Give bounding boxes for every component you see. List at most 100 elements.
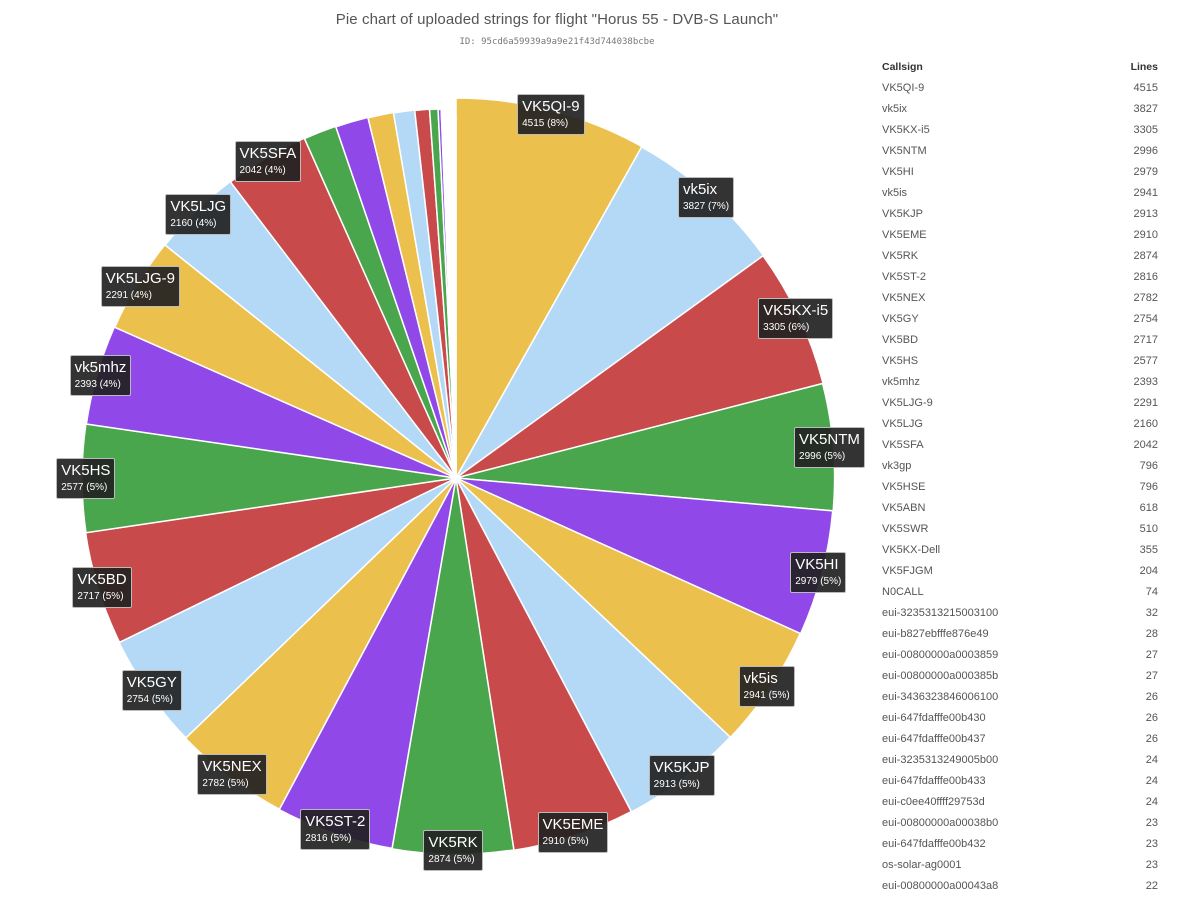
lines-cell: 355: [1139, 544, 1158, 556]
slice-label-name: vk5mhz: [74, 359, 127, 377]
callsign-cell: vk5is: [882, 187, 908, 199]
slice-label: vk5ix 3827 (7%): [677, 176, 735, 218]
callsign-cell: VK5KJP: [882, 208, 923, 220]
slice-label-value: 2160 (4%): [170, 217, 217, 229]
slice-label-name: VK5NEX: [202, 757, 262, 775]
table-body: VK5QI-9 4515 vk5ix 3827 VK5KX-i5 3305 VK5NTM 29…: [882, 78, 1158, 897]
lines-cell: 2979: [1133, 166, 1158, 178]
callsign-cell: VK5KX-Dell: [882, 544, 941, 556]
callsign-cell: VK5HSE: [882, 481, 926, 493]
lines-cell: 2291: [1133, 397, 1158, 409]
lines-cell: 3305: [1133, 124, 1158, 136]
slice-label-name: VK5QI-9: [522, 97, 580, 115]
table-header: Callsign Lines: [882, 56, 1158, 78]
callsign-cell: VK5LJG: [882, 418, 923, 430]
callsign-column-header[interactable]: Callsign: [882, 61, 923, 73]
table-row: os-solar-ag0001 23: [882, 855, 1158, 876]
lines-cell: 24: [1145, 796, 1158, 808]
callsign-table: Callsign Lines VK5QI-9 4515 vk5ix 3827 VK5KX…: [882, 56, 1158, 897]
callsign-cell: VK5GY: [882, 313, 919, 325]
slice-label-value: 4515 (8%): [522, 117, 569, 129]
table-row: eui-00800000a00038b0 23: [882, 813, 1158, 834]
lines-cell: 26: [1145, 691, 1158, 703]
lines-cell: 2816: [1133, 271, 1158, 283]
slice-label-value: 2979 (5%): [795, 576, 842, 588]
table-row: VK5HS 2577: [882, 351, 1158, 372]
callsign-cell: eui-647fdafffe00b433: [882, 775, 986, 787]
lines-column-header[interactable]: Lines: [1130, 61, 1158, 73]
table-row: VK5GY 2754: [882, 309, 1158, 330]
table-row: VK5KX-i5 3305: [882, 120, 1158, 141]
callsign-cell: VK5EME: [882, 229, 927, 241]
slice-label-value: 2577 (5%): [61, 481, 108, 493]
slice-label: VK5HI 2979 (5%): [790, 552, 847, 594]
table-row: VK5QI-9 4515: [882, 78, 1158, 99]
table-row: vk5ix 3827: [882, 99, 1158, 120]
callsign-cell: VK5ST-2: [882, 271, 927, 283]
table-row: VK5HSE 796: [882, 477, 1158, 498]
lines-cell: 74: [1145, 586, 1158, 598]
callsign-cell: VK5HS: [882, 355, 919, 367]
slice-label-value: 2910 (5%): [542, 835, 589, 847]
slice-label-value: 2042 (4%): [239, 164, 286, 176]
callsign-cell: eui-00800000a0003859: [882, 649, 999, 661]
lines-cell: 26: [1145, 733, 1158, 745]
slice-label: vk5is 2941 (5%): [738, 665, 795, 707]
slice-label-value: 2393 (4%): [74, 379, 121, 391]
slice-label: VK5QI-9 4515 (8%): [517, 93, 585, 135]
lines-cell: 510: [1139, 523, 1158, 535]
lines-cell: 32: [1145, 607, 1158, 619]
table-row: VK5LJG 2160: [882, 414, 1158, 435]
callsign-cell: VK5BD: [882, 334, 919, 346]
table-row: eui-3235313215003100 32: [882, 603, 1158, 624]
lines-cell: 23: [1145, 817, 1158, 829]
callsign-cell: N0CALL: [882, 586, 924, 598]
table-row: eui-647fdafffe00b433 24: [882, 771, 1158, 792]
lines-cell: 796: [1139, 481, 1158, 493]
lines-cell: 2941: [1133, 187, 1158, 199]
slice-label: VK5KJP 2913 (5%): [648, 755, 715, 797]
lines-cell: 2874: [1133, 250, 1158, 262]
slice-label-value: 3827 (7%): [682, 200, 730, 212]
callsign-cell: eui-b827ebfffe876e49: [882, 628, 989, 640]
slice-label: VK5RK 2874 (5%): [423, 830, 483, 872]
lines-cell: 23: [1145, 859, 1158, 871]
slice-label-value: 2291 (4%): [105, 289, 152, 301]
slice-label-name: vk5is: [743, 669, 778, 687]
callsign-cell: eui-647fdafffe00b432: [882, 838, 986, 850]
callsign-cell: eui-647fdafffe00b437: [882, 733, 986, 745]
lines-cell: 2913: [1133, 208, 1158, 220]
table-row: eui-00800000a00043a8 22: [882, 876, 1158, 897]
lines-cell: 27: [1145, 670, 1158, 682]
slice-label-name: VK5BD: [77, 571, 127, 589]
slice-label-value: 2941 (5%): [743, 689, 790, 701]
table-row: eui-b827ebfffe876e49 28: [882, 624, 1158, 645]
lines-cell: 24: [1145, 754, 1158, 766]
slice-label-value: 2717 (5%): [77, 591, 124, 603]
lines-cell: 2393: [1133, 376, 1158, 388]
lines-cell: 22: [1145, 880, 1158, 892]
lines-cell: 2996: [1133, 145, 1158, 157]
table-row: eui-647fdafffe00b430 26: [882, 708, 1158, 729]
slice-label-value: 2816 (5%): [305, 833, 352, 845]
pie-slice[interactable]: [454, 114, 457, 479]
lines-cell: 26: [1145, 712, 1158, 724]
callsign-cell: os-solar-ag0001: [882, 859, 962, 871]
callsign-cell: VK5LJG-9: [882, 397, 933, 409]
lines-cell: 3827: [1133, 103, 1158, 115]
slice-label: VK5EME 2910 (5%): [537, 811, 609, 853]
lines-cell: 2910: [1133, 229, 1158, 241]
slice-label-name: VK5ST-2: [305, 813, 366, 831]
lines-cell: 2754: [1133, 313, 1158, 325]
slice-label: VK5HS 2577 (5%): [56, 457, 116, 499]
lines-cell: 4515: [1133, 82, 1158, 94]
table-row: VK5FJGM 204: [882, 561, 1158, 582]
slice-label: VK5LJG-9 2291 (4%): [100, 265, 180, 307]
table-row: VK5KX-Dell 355: [882, 540, 1158, 561]
pie-chart: [81, 97, 836, 856]
slice-label-name: VK5HS: [61, 461, 111, 479]
table-row: VK5ABN 618: [882, 498, 1158, 519]
table-row: VK5KJP 2913: [882, 204, 1158, 225]
table-row: VK5EME 2910: [882, 225, 1158, 246]
slice-label: VK5SFA 2042 (4%): [234, 140, 302, 182]
